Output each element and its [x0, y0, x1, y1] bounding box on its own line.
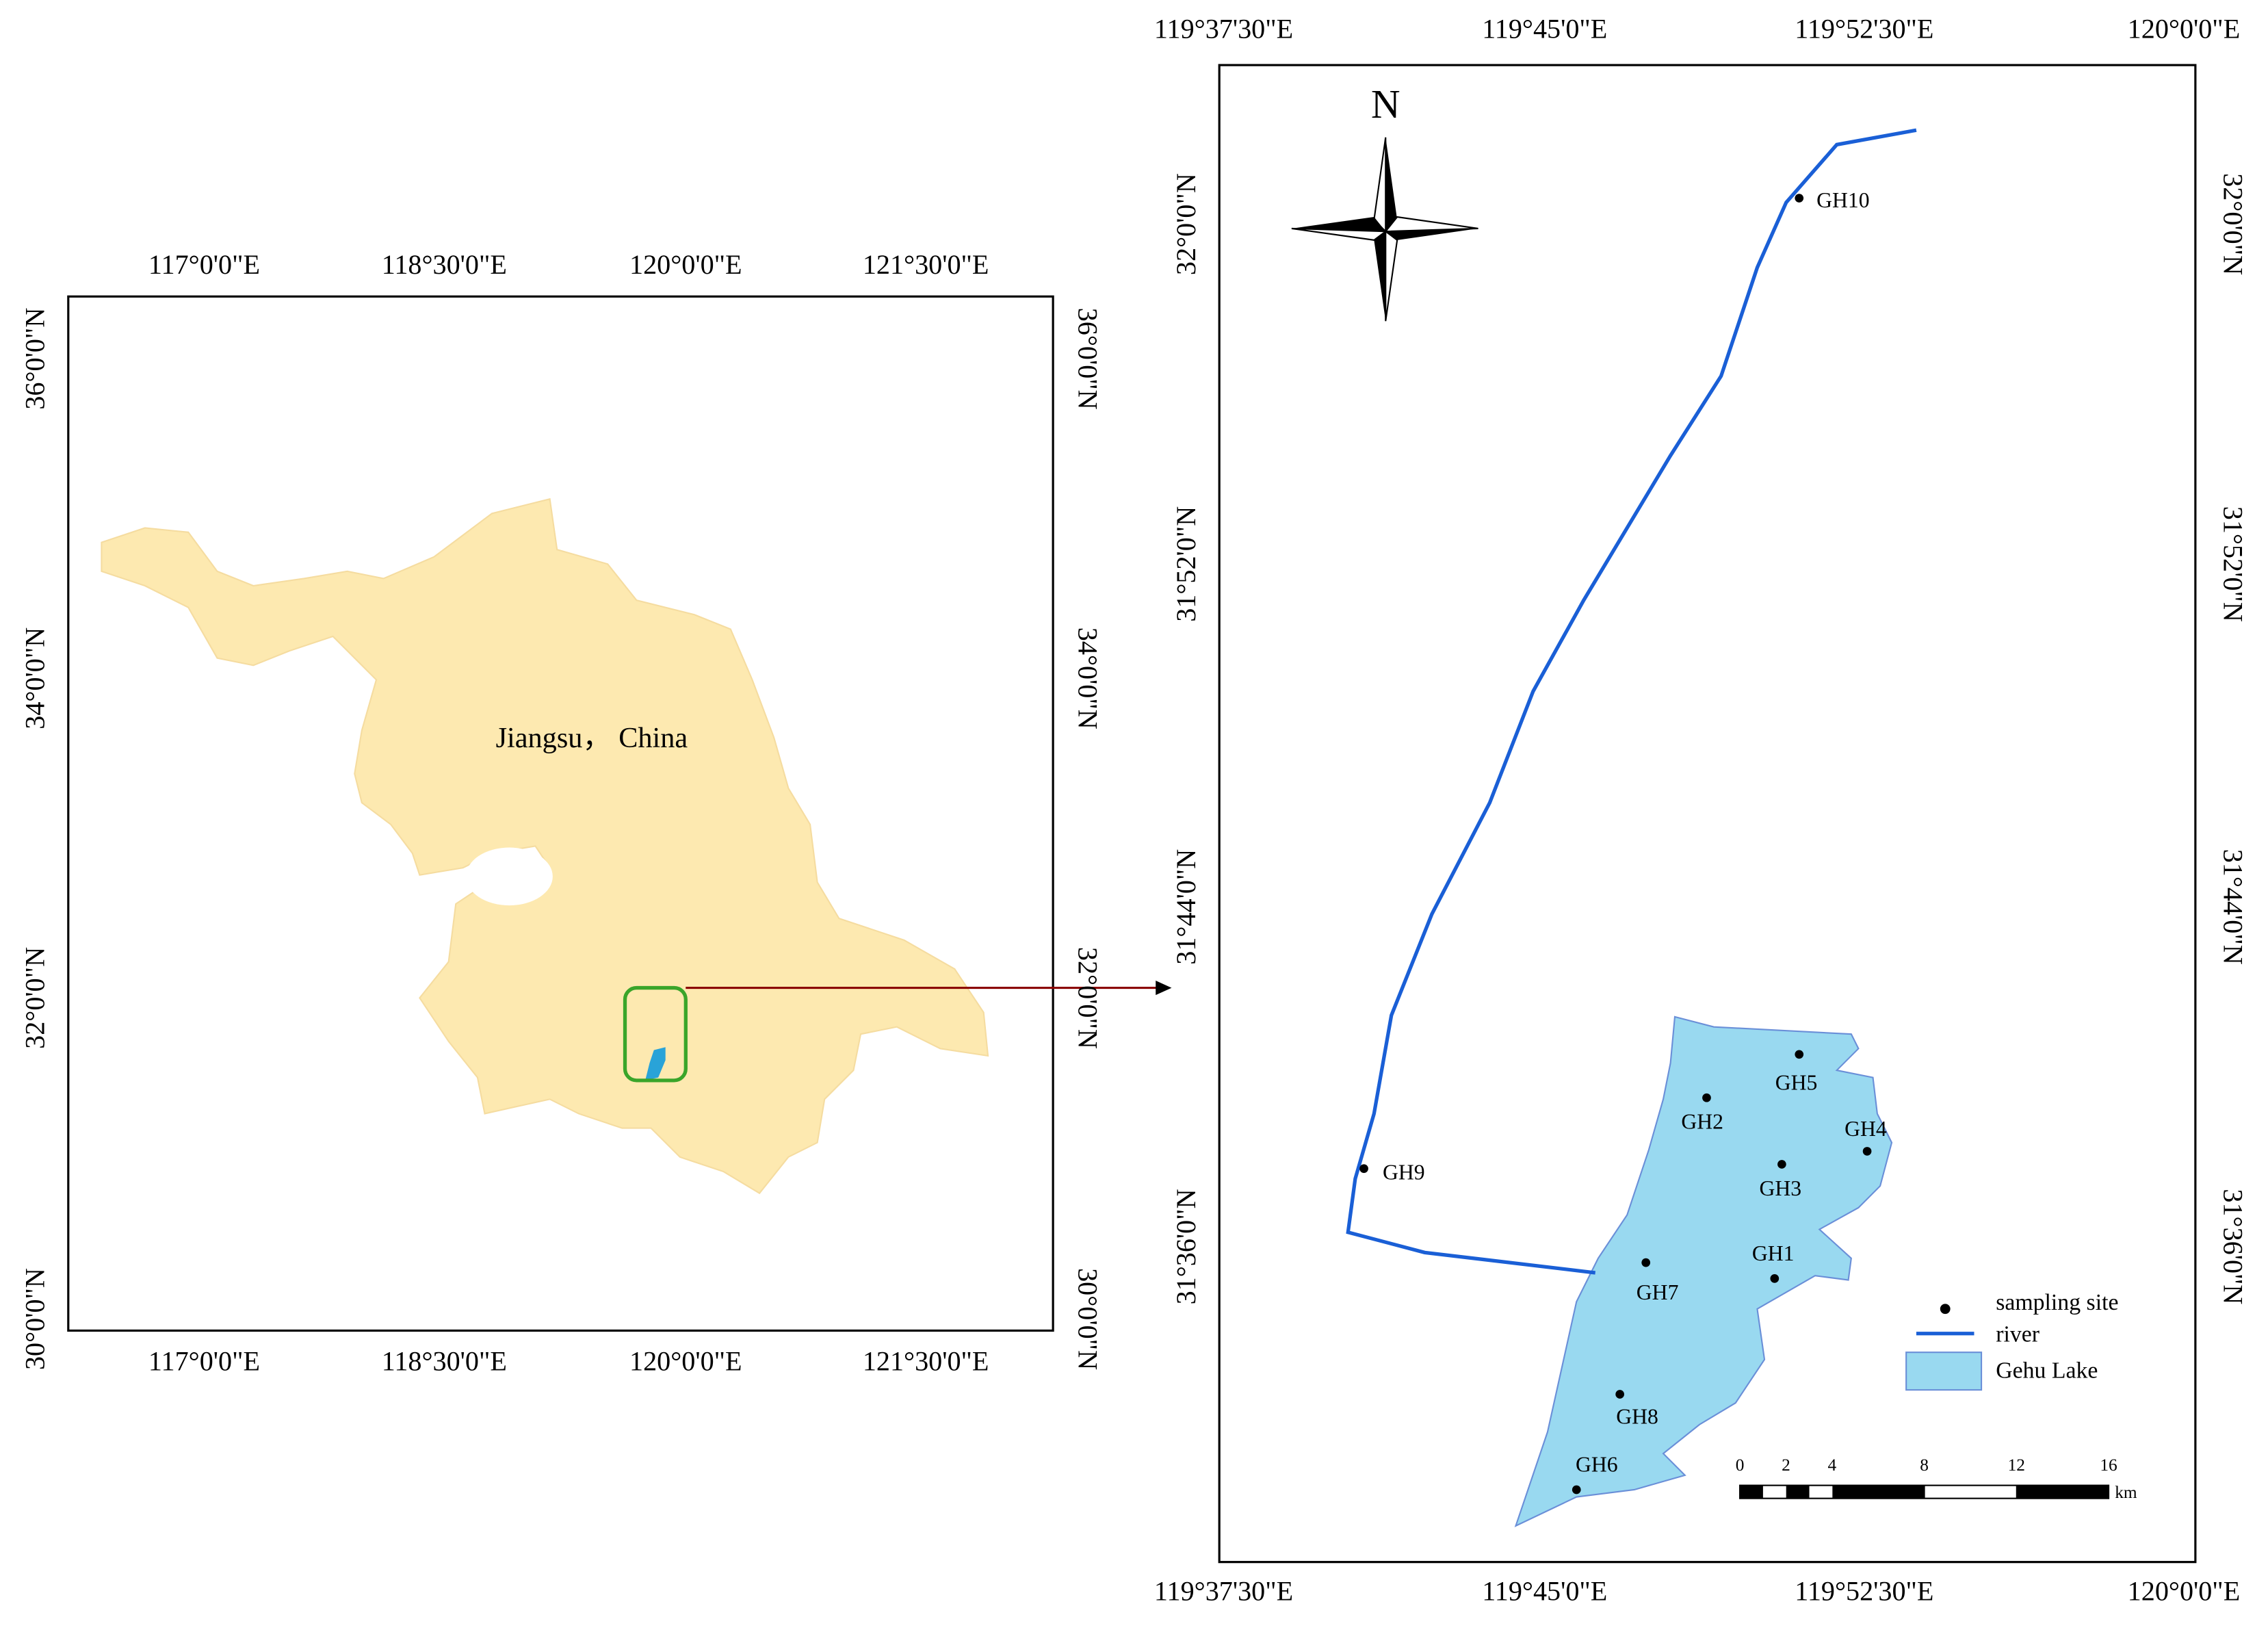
hongze-lake — [466, 847, 553, 906]
scale-label: 12 — [2008, 1456, 2025, 1475]
sampling-site — [1777, 1160, 1786, 1169]
y-label: 30°0'0"N — [20, 1268, 51, 1370]
y-label: 31°44'0"N — [2217, 849, 2248, 965]
y-label: 32°0'0"N — [1072, 947, 1103, 1049]
site-label: GH4 — [1845, 1117, 1887, 1141]
x-label: 121°30'0"E — [863, 1345, 989, 1376]
site-label: GH5 — [1775, 1070, 1818, 1094]
x-label: 121°30'0"E — [863, 249, 989, 280]
legend-label: river — [1996, 1322, 2039, 1347]
scale-label: 0 — [1736, 1456, 1745, 1475]
y-label: 34°0'0"N — [1072, 628, 1103, 729]
sampling-site — [1702, 1093, 1711, 1102]
x-label: 119°52'30"E — [1795, 14, 1933, 44]
sampling-site — [1862, 1147, 1872, 1156]
river — [1346, 128, 1917, 1275]
x-label: 119°45'0"E — [1482, 14, 1607, 44]
connector-arrow — [686, 981, 1172, 996]
x-label: 118°30'0"E — [382, 249, 507, 280]
site-label: GH8 — [1616, 1405, 1658, 1429]
scale-bar: km 0 2 4 8 12 16 — [1736, 1456, 2137, 1502]
x-label: 120°0'0"E — [2128, 14, 2241, 44]
scale-label: 4 — [1827, 1456, 1836, 1475]
legend-label: Gehu Lake — [1996, 1358, 2098, 1384]
legend-label: sampling site — [1996, 1290, 2118, 1315]
x-label: 120°0'0"E — [629, 1345, 742, 1376]
focus-box — [623, 985, 688, 1083]
sampling-site — [1615, 1390, 1625, 1399]
x-label: 117°0'0"E — [148, 249, 260, 280]
y-label: 31°52'0"N — [2217, 506, 2248, 622]
site-label: GH2 — [1681, 1110, 1723, 1134]
x-label: 120°0'0"E — [629, 249, 742, 280]
sampling-site — [1572, 1485, 1581, 1495]
y-label: 34°0'0"N — [20, 628, 51, 729]
sampling-site — [1795, 194, 1804, 203]
detail-frame — [1218, 64, 2197, 1564]
sampling-site — [1641, 1258, 1651, 1267]
inset-frame — [67, 295, 1054, 1332]
inset-map: Jiangsu， China — [67, 295, 1054, 1332]
x-label: 119°45'0"E — [1482, 1575, 1607, 1606]
gehu-lake-small — [645, 1047, 666, 1081]
sampling-site — [1795, 1050, 1804, 1059]
scale-label: 2 — [1782, 1456, 1790, 1475]
y-label: 32°0'0"N — [20, 947, 51, 1049]
scale-label: 16 — [2100, 1456, 2117, 1475]
graticule-labels: 117°0'0"E 117°0'0"E 118°30'0"E 118°30'0"E 12… — [20, 14, 2249, 1607]
x-label: 117°0'0"E — [148, 1345, 260, 1376]
gehu-lake — [1514, 1015, 1893, 1527]
y-label: 32°0'0"N — [2217, 173, 2248, 275]
x-label: 118°30'0"E — [382, 1345, 507, 1376]
x-label: 119°37'30"E — [1154, 1575, 1293, 1606]
site-label: GH9 — [1383, 1161, 1425, 1185]
region-label: Jiangsu， China — [496, 722, 688, 754]
y-label: 36°0'0"N — [20, 308, 51, 410]
y-label: 31°52'0"N — [1171, 506, 1201, 622]
jiangsu-province — [101, 497, 989, 1195]
site-label: GH10 — [1816, 188, 1869, 212]
sampling-sites: GH10 GH9 GH5 GH2 GH4 GH3 GH1 GH7 GH8 GH6 — [1359, 188, 1887, 1495]
compass: N — [1291, 81, 1478, 322]
y-label: 32°0'0"N — [1171, 173, 1201, 275]
y-label: 36°0'0"N — [1072, 308, 1103, 410]
scale-unit: km — [2115, 1483, 2137, 1502]
y-label: 30°0'0"N — [1072, 1268, 1103, 1370]
sampling-site — [1770, 1274, 1780, 1283]
legend: sampling site river Gehu Lake — [1905, 1290, 2119, 1391]
site-label: GH3 — [1759, 1176, 1801, 1200]
x-label: 120°0'0"E — [2128, 1575, 2241, 1606]
site-label: GH7 — [1637, 1280, 1679, 1304]
y-label: 31°36'0"N — [2217, 1189, 2248, 1304]
y-label: 31°44'0"N — [1171, 849, 1201, 965]
y-label: 31°36'0"N — [1171, 1189, 1201, 1304]
site-label: GH1 — [1752, 1241, 1795, 1265]
x-label: 119°37'30"E — [1154, 14, 1293, 44]
scale-label: 8 — [1920, 1456, 1929, 1475]
x-label: 119°52'30"E — [1795, 1575, 1933, 1606]
site-label: GH6 — [1576, 1452, 1618, 1476]
detail-map: N sampling site river Gehu Lake km 0 2 4 8 1… — [1218, 64, 2197, 1564]
north-label: N — [1371, 81, 1400, 127]
sampling-site — [1359, 1164, 1368, 1174]
